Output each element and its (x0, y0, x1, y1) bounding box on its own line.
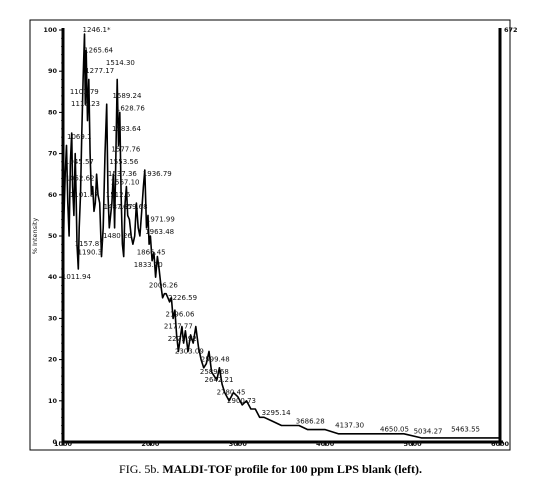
peak-label: 2006.26 (149, 281, 178, 289)
y-tick-label: 30 (48, 314, 58, 322)
x-tick-label: 6000 (491, 440, 510, 448)
peak-label: 2303.09 (175, 347, 204, 355)
peak-label: 1011.94 (62, 273, 91, 281)
right-axis-label: 672 (504, 26, 518, 34)
y-tick-label: 50 (48, 232, 58, 240)
peak-label: 2221.92 (168, 335, 197, 343)
peak-label: 1936.79 (143, 170, 172, 178)
peak-label: 1512.6 (106, 191, 131, 199)
peak-label: 3686.28 (296, 417, 325, 425)
peak-label: 1157.87 (75, 240, 104, 248)
peak-label: 1115.23 (71, 100, 100, 108)
peak-label: 1190.3 (78, 248, 103, 256)
peak-label: 2599.48 (201, 356, 230, 364)
peak-label: 1487.87 (104, 203, 133, 211)
x-tick-label: 2000 (141, 440, 160, 448)
peak-label: 1277.17 (85, 67, 114, 75)
peak-label: 3295.14 (262, 409, 291, 417)
peak-label: 1866.45 (137, 248, 166, 256)
peak-label: 1101.79 (70, 88, 99, 96)
caption-prefix: FIG. 5b. (119, 462, 163, 476)
figure-border (29, 19, 511, 451)
peak-label: 1583.64 (112, 125, 141, 133)
peak-label: 5034.27 (414, 428, 443, 436)
peak-label: 1480.26 (103, 232, 132, 240)
peak-label: 1577.76 (111, 145, 140, 153)
peak-label: 1045.57 (65, 158, 94, 166)
peak-label: 2177.77 (164, 323, 193, 331)
y-tick-label: 70 (48, 150, 58, 158)
peak-label: 1659.68 (119, 203, 148, 211)
peak-label: 1101.87 (70, 191, 99, 199)
peak-label: 1963.48 (145, 228, 174, 236)
peak-label: 1553.56 (109, 158, 138, 166)
y-tick-label: 80 (48, 108, 58, 116)
x-tick-label: 4000 (316, 440, 335, 448)
peak-label: 4650.05 (380, 426, 409, 434)
peak-label: 2642.21 (205, 376, 234, 384)
peak-label: 1971.99 (146, 216, 175, 224)
y-tick-label: 90 (48, 67, 58, 75)
peak-label: 1833.20 (134, 261, 163, 269)
peak-label: 1567.10 (111, 178, 140, 186)
x-tick-label: 3000 (229, 440, 248, 448)
y-axis-title: % Intensity (31, 218, 39, 255)
peak-label: 2196.06 (166, 310, 195, 318)
x-tick-label: 1000 (54, 440, 73, 448)
peak-label: 2780.45 (217, 389, 246, 397)
y-tick-label: 20 (48, 356, 58, 364)
y-tick-label: 100 (43, 26, 57, 34)
peak-label: 1514.30 (106, 59, 135, 67)
peak-label: 2226.59 (168, 294, 197, 302)
y-tick-label: 0 (52, 438, 57, 446)
caption-title: MALDI-TOF profile for 100 ppm LPS blank … (162, 462, 422, 476)
peak-label: 1537.36 (108, 170, 137, 178)
spectrum-line (62, 33, 500, 439)
peak-label: 1265.64 (84, 47, 113, 55)
peak-label: 1069.1 (67, 133, 92, 141)
peak-label: 1628.76 (116, 104, 145, 112)
y-tick-label: 40 (48, 273, 58, 281)
y-tick-label: 60 (48, 191, 58, 199)
y-tick-label: 10 (48, 397, 58, 405)
peak-label: 1589.24 (112, 92, 141, 100)
peak-label: 1246.1* (83, 26, 111, 34)
figure-caption: FIG. 5b. MALDI-TOF profile for 100 ppm L… (0, 462, 541, 477)
peak-label: 4137.30 (335, 422, 364, 430)
x-tick-label: 5000 (404, 440, 423, 448)
peak-label: 1052.62 (66, 174, 95, 182)
peak-label: 5463.55 (451, 426, 480, 434)
peak-label: 2900.73 (227, 397, 256, 405)
peak-label: 2589.68 (200, 368, 229, 376)
